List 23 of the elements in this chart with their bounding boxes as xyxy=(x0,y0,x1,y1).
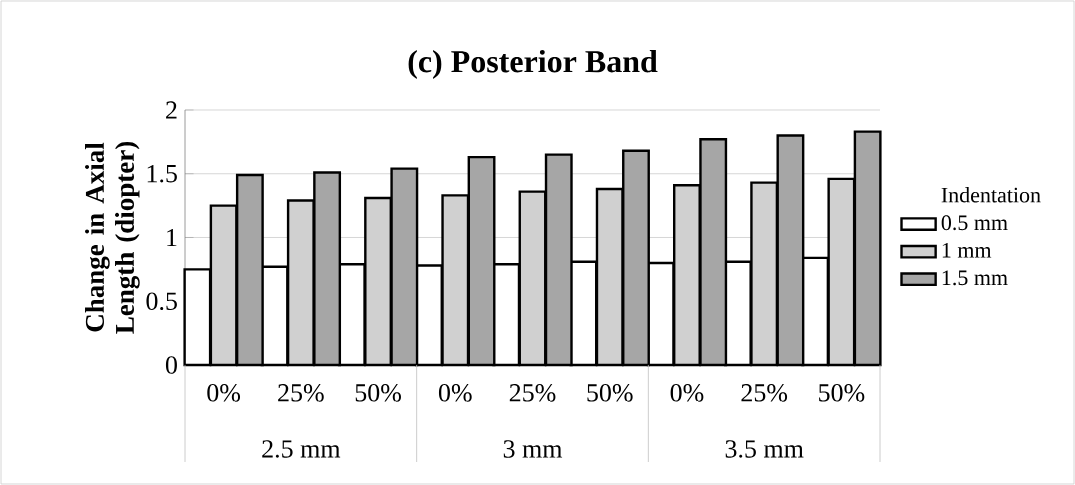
x-tick-label: 25% xyxy=(741,384,788,402)
x-tick-label: 0% xyxy=(438,384,472,402)
legend-label: 0.5 mm xyxy=(941,215,1008,231)
x-tick-label: 0% xyxy=(670,384,704,402)
text: 3.5 mm xyxy=(725,440,804,458)
legend-label: 1.5 mm xyxy=(942,270,1008,286)
y-axis-title: Change in Axial Length (diopter) xyxy=(85,141,140,334)
y-tick-label: 0.5 xyxy=(146,292,177,311)
text: 2.5 mm xyxy=(262,440,341,458)
chart-title: (c) Posterior Band xyxy=(408,49,658,79)
legend-label: 1 mm xyxy=(942,242,992,258)
x-tick-label: 50% xyxy=(355,384,401,402)
y-tick-label: 2 xyxy=(166,101,177,119)
legend-title: Indentation xyxy=(941,187,1041,203)
x-tick-label: 0% xyxy=(207,384,241,402)
y-tick-label: 0 xyxy=(165,356,177,374)
x-tick-label: 50% xyxy=(587,384,633,402)
x-tick-label: 25% xyxy=(278,384,324,402)
x-tick-label: 25% xyxy=(509,384,556,402)
text: 3 mm xyxy=(503,440,563,458)
y-tick-label: 1 xyxy=(167,228,177,247)
y-tick-label: 1.5 xyxy=(147,164,177,183)
x-tick-label: 50% xyxy=(819,384,865,402)
